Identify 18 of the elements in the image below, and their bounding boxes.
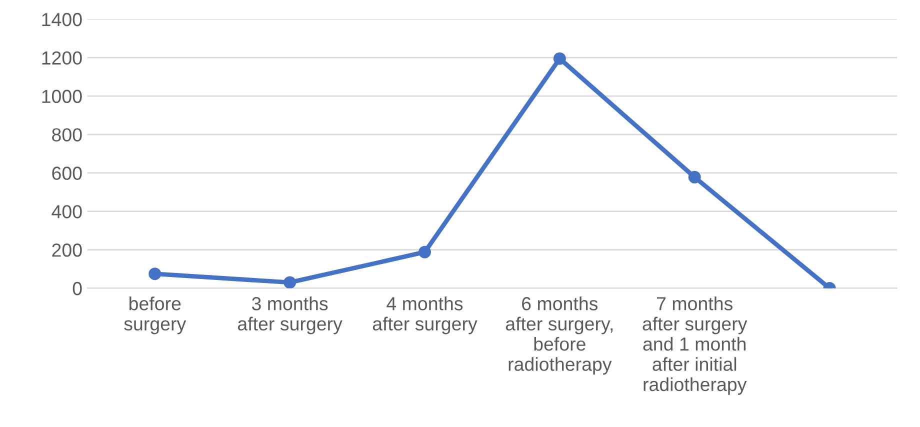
x-tick-label: 7 months after surgery and 1 month after initial radiotherapy xyxy=(642,296,748,395)
y-tick-label: 1000 xyxy=(42,90,82,104)
y-tick-label: 200 xyxy=(52,243,82,257)
x-tick-label: 6 months after surgery, before radiotherapy xyxy=(506,296,613,375)
point xyxy=(284,276,296,288)
x-tick-label: before surgery xyxy=(124,296,186,334)
point xyxy=(553,52,566,65)
x-tick-label: 3 months after surgery xyxy=(238,296,342,334)
y-tick-label: 1200 xyxy=(42,51,82,65)
x-tick-label: 4 months after surgery xyxy=(372,296,478,334)
point xyxy=(688,170,701,184)
y-tick-label: 400 xyxy=(52,205,82,218)
y-tick-label: 800 xyxy=(52,128,82,142)
y-tick-label: 600 xyxy=(52,166,82,180)
y-tick-label: 1400 xyxy=(42,12,82,26)
point xyxy=(418,246,431,258)
point xyxy=(148,268,162,280)
y-tick-label: 0 xyxy=(72,282,82,296)
